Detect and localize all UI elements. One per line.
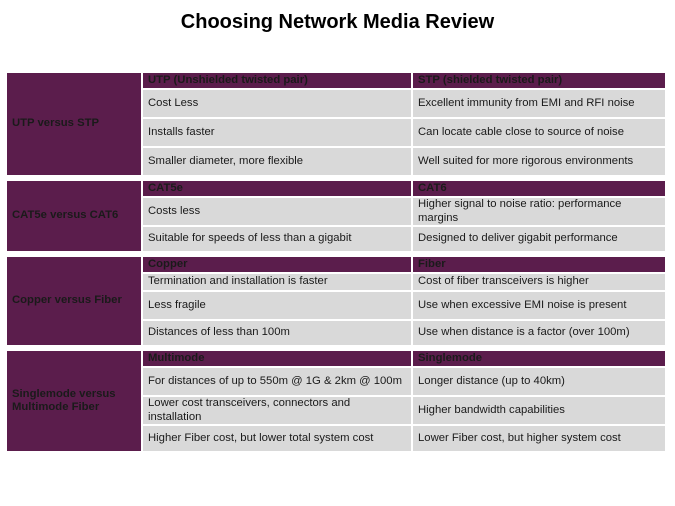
comparison-table: UTP versus STP UTP (Unshielded twisted p… [7,73,667,453]
column-header-left: Copper [143,257,413,274]
table-cell: Higher Fiber cost, but lower total syste… [143,426,413,453]
section-label: Singlemode versus Multimode Fiber [7,351,143,453]
column-header-left: UTP (Unshielded twisted pair) [143,73,413,90]
table-cell: Installs faster [143,119,413,148]
table-row: Distances of less than 100m Use when dis… [7,321,667,347]
table-cell: Use when distance is a factor (over 100m… [413,321,667,347]
column-header-right: STP (shielded twisted pair) [413,73,667,90]
table-cell: Termination and installation is faster [143,274,413,292]
table-row: Smaller diameter, more flexible Well sui… [7,148,667,177]
table-row: Cost Less Excellent immunity from EMI an… [7,90,667,119]
table-row: Costs less Higher signal to noise ratio:… [7,198,667,227]
table-cell: Cost of fiber transceivers is higher [413,274,667,292]
table-row: Less fragile Use when excessive EMI nois… [7,292,667,321]
table-row: For distances of up to 550m @ 1G & 2km @… [7,368,667,397]
column-header-right: Singlemode [413,351,667,368]
section-label: CAT5e versus CAT6 [7,181,143,253]
section-header-row: UTP versus STP UTP (Unshielded twisted p… [7,73,667,177]
page-title: Choosing Network Media Review [180,11,495,33]
table-cell: Well suited for more rigorous environmen… [413,148,667,177]
table-cell: Costs less [143,198,413,227]
section-label: Copper versus Fiber [7,257,143,347]
column-header-left: CAT5e [143,181,413,198]
section-header-row: Singlemode versus Multimode Fiber Multim… [7,351,667,453]
table-cell: Distances of less than 100m [143,321,413,347]
table-cell: Lower cost transceivers, connectors and … [143,397,413,426]
table-cell: Higher signal to noise ratio: performanc… [413,198,667,227]
table-cell: Smaller diameter, more flexible [143,148,413,177]
column-header-right: CAT6 [413,181,667,198]
table-row: Higher Fiber cost, but lower total syste… [7,426,667,453]
table-cell: Longer distance (up to 40km) [413,368,667,397]
table-cell: Less fragile [143,292,413,321]
table-cell: Use when excessive EMI noise is present [413,292,667,321]
table-cell: Can locate cable close to source of nois… [413,119,667,148]
table-cell: Lower Fiber cost, but higher system cost [413,426,667,453]
table-row: Lower cost transceivers, connectors and … [7,397,667,426]
table-cell: Designed to deliver gigabit performance [413,227,667,253]
table-cell: Higher bandwidth capabilities [413,397,667,426]
section-header-row: Copper versus Fiber Copper Fiber [7,257,667,347]
table-row: Termination and installation is faster C… [7,274,667,292]
column-header-left: Multimode [143,351,413,368]
table-cell: Cost Less [143,90,413,119]
section-header-row: CAT5e versus CAT6 CAT5e CAT6 [7,181,667,253]
section-label: UTP versus STP [7,73,143,177]
table-cell: For distances of up to 550m @ 1G & 2km @… [143,368,413,397]
table-cell: Excellent immunity from EMI and RFI nois… [413,90,667,119]
table-row: Suitable for speeds of less than a gigab… [7,227,667,253]
table-row: Installs faster Can locate cable close t… [7,119,667,148]
table-cell: Suitable for speeds of less than a gigab… [143,227,413,253]
column-header-right: Fiber [413,257,667,274]
